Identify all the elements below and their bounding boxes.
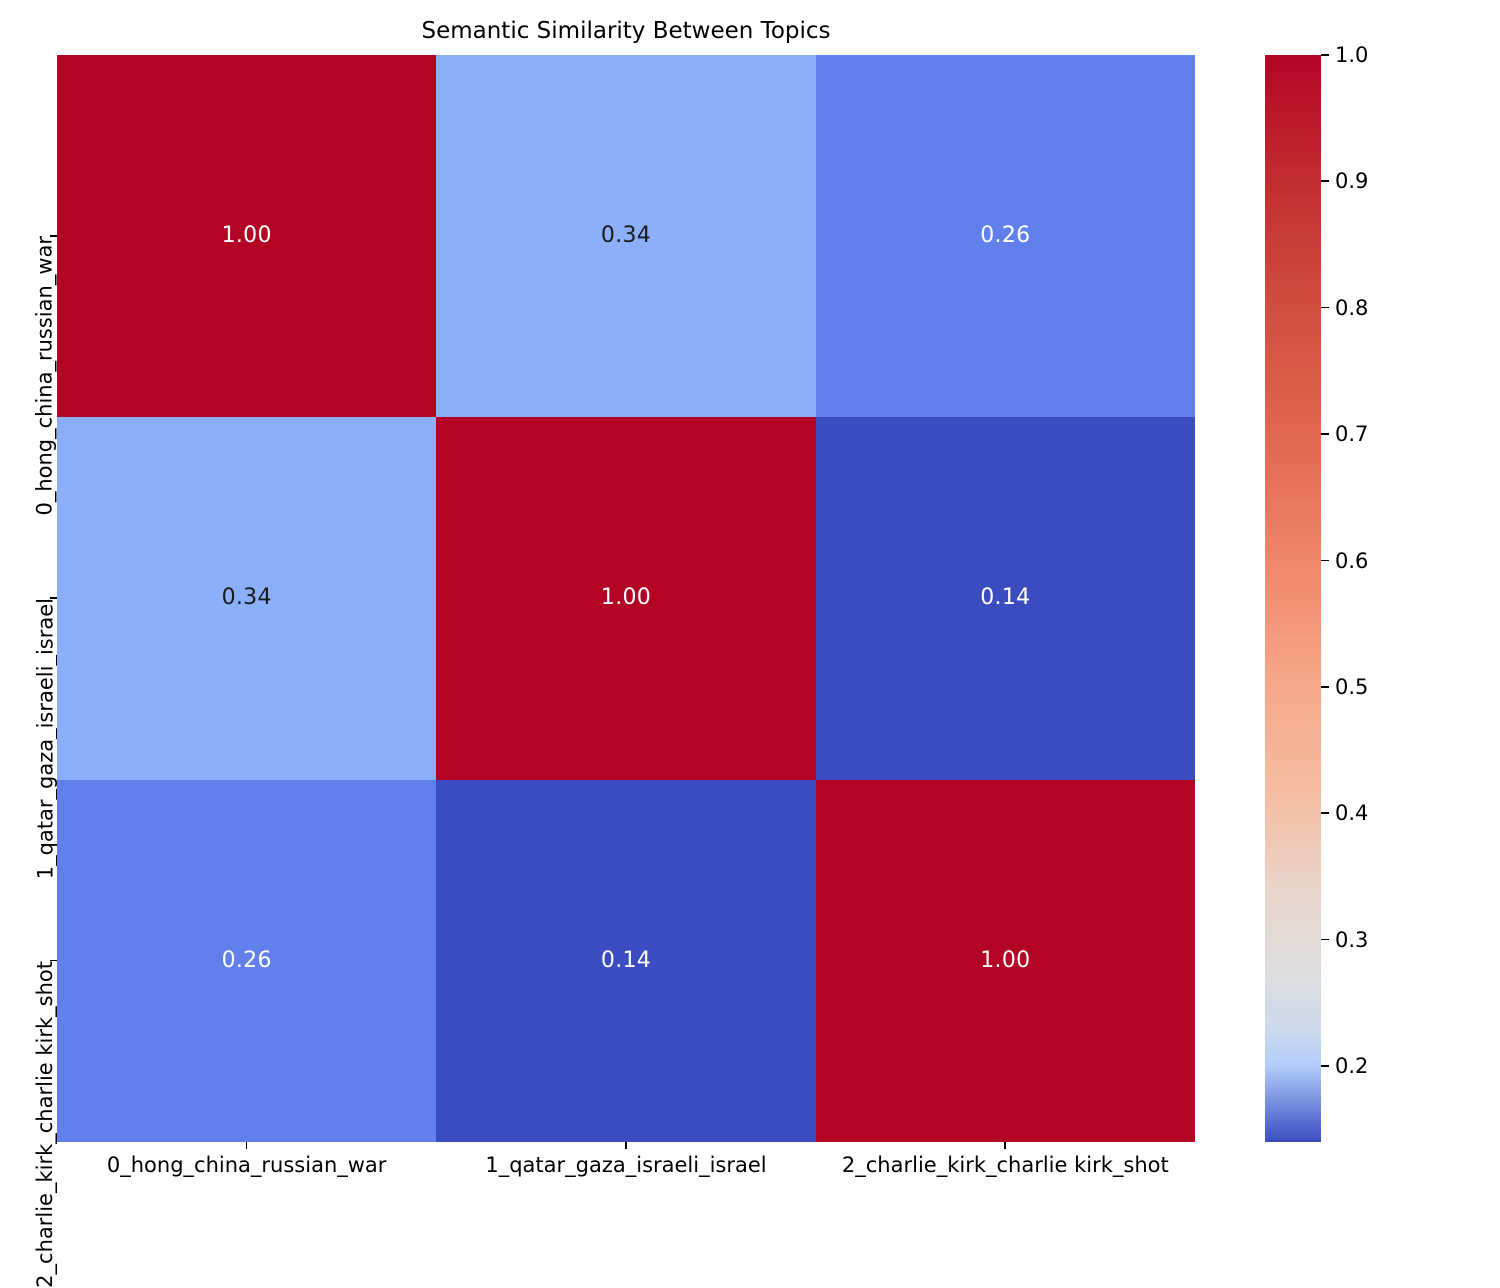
y-tick-2: 2_charlie_kirk_charlie kirk_shot: [0, 780, 57, 1288]
x-tick-2: 2_charlie_kirk_charlie kirk_shot: [816, 1142, 1195, 1200]
y-tick-label-2: 2_charlie_kirk_charlie kirk_shot: [33, 960, 57, 1288]
colorbar-tick-label-0: 1.0: [1335, 43, 1369, 67]
y-axis: 0_hong_china_russian_war 1_qatar_gaza_is…: [0, 55, 57, 1288]
x-tick-label-2: 2_charlie_kirk_charlie kirk_shot: [841, 1153, 1169, 1177]
heatmap-cell-value-1-2: 0.14: [980, 585, 1031, 611]
heatmap-cell-0-2[interactable]: 0.26: [815, 55, 1195, 418]
heatmap-cell-1-2[interactable]: 0.14: [815, 417, 1195, 780]
y-tick-mark-2: [50, 959, 57, 962]
heatmap-figure: Semantic Similarity Between Topics 0_hon…: [0, 18, 1369, 1288]
heatmap-cell-value-2-0: 0.26: [221, 947, 272, 973]
heatmap-cell-1-1[interactable]: 1.00: [436, 417, 816, 780]
y-tick-mark-0: [50, 235, 57, 237]
colorbar-ticks: 1.0 0.9 0.8 0.7 0.6 0.5 0.4 0.3 0.2: [1321, 43, 1421, 1142]
x-tick-0: 0_hong_china_russian_war: [57, 1142, 436, 1200]
colorbar-tick-label-6: 0.4: [1335, 801, 1369, 826]
heatmap-cell-0-0[interactable]: 1.00: [57, 55, 437, 418]
y-tick-mark-1: [50, 597, 57, 600]
heatmap-cell-1-0[interactable]: 0.34: [57, 417, 437, 780]
colorbar-tick-label-3: 0.7: [1335, 422, 1369, 447]
colorbar-tick-mark-5: [1321, 685, 1329, 688]
colorbar-tick-mark-6: [1321, 812, 1329, 815]
heatmap-grid: 1.00 0.34 0.26 0.34 1.00 0.14 0.26 0.14 …: [57, 55, 1195, 1142]
x-axis: 0_hong_china_russian_war 1_qatar_gaza_is…: [57, 1142, 1195, 1200]
heatmap-cell-value-0-2: 0.26: [980, 223, 1031, 249]
colorbar: 1.0 0.9 0.8 0.7 0.6 0.5 0.4 0.3 0.2: [1265, 43, 1368, 1142]
y-tick-0: 0_hong_china_russian_war: [0, 55, 57, 516]
colorbar-tick-label-8: 0.2: [1335, 1054, 1369, 1079]
x-tick-label-0: 0_hong_china_russian_war: [106, 1153, 387, 1177]
x-tick-mark-2: [1004, 1142, 1006, 1149]
heatmap-cell-value-1-0: 0.34: [221, 585, 272, 611]
heatmap-cell-value-2-1: 0.14: [600, 947, 652, 973]
colorbar-tick-mark-3: [1321, 433, 1329, 435]
colorbar-tick-label-2: 0.8: [1335, 295, 1369, 320]
colorbar-tick-mark-8: [1321, 1065, 1329, 1067]
heatmap-cell-2-2[interactable]: 1.00: [815, 779, 1195, 1142]
heatmap-cell-0-1[interactable]: 0.34: [436, 55, 816, 418]
heatmap-cell-2-1[interactable]: 0.14: [436, 779, 816, 1142]
heatmap-cell-2-0[interactable]: 0.26: [57, 779, 437, 1142]
colorbar-tick-label-1: 0.9: [1335, 169, 1369, 194]
chart-title: Semantic Similarity Between Topics: [421, 18, 831, 44]
heatmap-cell-value-2-2: 1.00: [980, 947, 1031, 973]
x-tick-mark-0: [245, 1142, 248, 1149]
colorbar-tick-mark-1: [1321, 180, 1329, 183]
y-tick-1: 1_qatar_gaza_israeli_israel: [0, 417, 57, 880]
colorbar-tick-label-7: 0.3: [1335, 927, 1369, 952]
colorbar-tick-label-4: 0.6: [1335, 548, 1369, 573]
x-tick-label-1: 1_qatar_gaza_israeli_israel: [485, 1153, 767, 1177]
colorbar-tick-mark-2: [1321, 306, 1329, 309]
x-tick-1: 1_qatar_gaza_israeli_israel: [436, 1142, 815, 1200]
colorbar-tick-mark-7: [1321, 938, 1329, 941]
colorbar-gradient: [1265, 55, 1321, 1142]
x-tick-mark-1: [624, 1142, 627, 1149]
heatmap-cell-value-0-1: 0.34: [600, 223, 652, 249]
colorbar-tick-label-5: 0.5: [1335, 674, 1369, 699]
colorbar-tick-mark-4: [1321, 559, 1329, 562]
heatmap-cell-value-1-1: 1.00: [600, 585, 652, 611]
colorbar-tick-mark-0: [1321, 54, 1329, 56]
heatmap-cell-value-0-0: 1.00: [221, 223, 272, 249]
